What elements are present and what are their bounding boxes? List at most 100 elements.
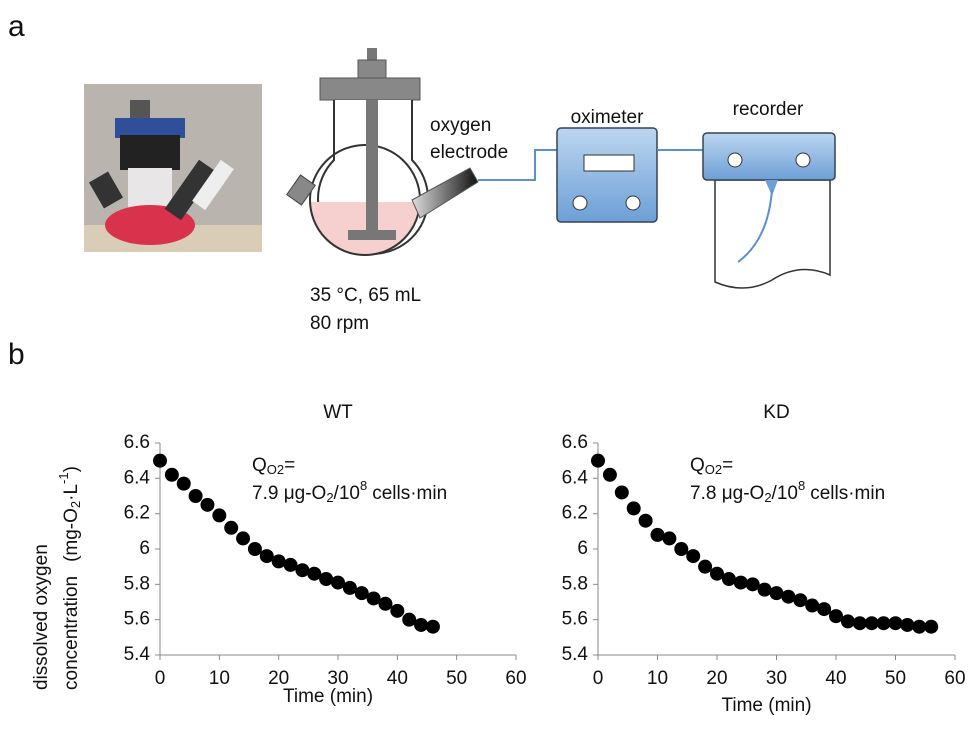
chart-title: WT	[323, 402, 353, 423]
point	[603, 468, 617, 482]
y-tick-label: 6.4	[562, 467, 589, 488]
y-tick-label: 6.6	[124, 432, 150, 453]
point	[829, 609, 843, 623]
y-tick-label: 5.8	[124, 573, 150, 594]
point	[674, 542, 688, 556]
text-part: cells·min	[372, 483, 447, 504]
point	[378, 597, 392, 611]
text-part: Q	[252, 455, 267, 476]
x-tick-label: 10	[647, 668, 668, 689]
x-tick-label: 50	[446, 668, 467, 689]
label: electrode	[430, 142, 508, 163]
x-tick-label: 60	[944, 668, 965, 689]
point	[248, 542, 262, 556]
y-tick-label: 5.4	[124, 644, 151, 665]
annotation: QO2=	[252, 455, 295, 477]
oximeter-device	[557, 128, 703, 222]
text-part: 7.9 μg-O	[252, 483, 326, 504]
text-part: /10	[772, 483, 798, 504]
text-part: =	[722, 455, 733, 476]
y-tick-label: 6.2	[124, 503, 150, 524]
text-part: 7.8 μg-O	[690, 483, 764, 504]
point	[686, 549, 700, 563]
condition: 35 °C, 65 mL	[310, 285, 421, 306]
text-part: =	[284, 455, 295, 476]
point	[615, 485, 629, 499]
point	[591, 454, 605, 468]
point	[390, 604, 404, 618]
point	[627, 501, 641, 515]
point	[165, 468, 179, 482]
text-part: 2	[68, 501, 83, 508]
figure: a b	[0, 0, 971, 737]
x-tick-label: 50	[885, 668, 906, 689]
point	[924, 620, 938, 634]
recorder-device	[703, 133, 835, 288]
x-tick-label: 60	[505, 668, 526, 689]
point	[889, 616, 903, 630]
label: oximeter	[571, 107, 645, 128]
point	[426, 620, 440, 634]
x-tick-label: 40	[825, 668, 846, 689]
point	[639, 514, 653, 528]
point	[698, 560, 712, 574]
y-axis-label: concentration(mg-O2·L-1)	[56, 466, 83, 690]
point	[900, 618, 914, 632]
x-tick-label: 0	[155, 668, 166, 689]
y-tick-label: 6	[139, 538, 150, 559]
point	[212, 508, 226, 522]
point	[758, 583, 772, 597]
x-tick-label: 0	[593, 668, 604, 689]
y-tick-label: 5.6	[562, 609, 588, 630]
text-part: Q	[690, 455, 705, 476]
point	[770, 586, 784, 600]
text-part: 2	[326, 490, 333, 505]
annotation: QO2=	[690, 455, 733, 477]
text-part: (mg-O	[61, 508, 82, 562]
point	[746, 577, 760, 591]
point	[805, 599, 819, 613]
y-axis-label: dissolved oxygen	[31, 544, 52, 690]
y-tick-label: 6.4	[124, 467, 151, 488]
text-part: 2	[764, 490, 771, 505]
y-tick-label: 6.6	[562, 432, 588, 453]
text-part: 8	[360, 478, 367, 493]
text-part: O2	[267, 462, 284, 477]
point	[153, 454, 167, 468]
text-part: 8	[798, 478, 805, 493]
x-tick-label: 20	[706, 668, 727, 689]
point	[781, 590, 795, 604]
x-axis-label: Time (min)	[283, 686, 373, 707]
text-part: )	[61, 466, 82, 472]
point	[177, 477, 191, 491]
panel-label: b	[8, 338, 25, 371]
chart-title: KD	[763, 402, 789, 423]
point	[319, 572, 333, 586]
point	[189, 489, 203, 503]
point	[236, 531, 250, 545]
y-tick-label: 6.2	[562, 503, 588, 524]
point	[414, 618, 428, 632]
x-tick-label: 40	[387, 668, 408, 689]
y-tick-label: 5.4	[562, 644, 589, 665]
annotation: 7.9 μg-O2/108 cells·min	[252, 478, 447, 505]
x-tick-label: 30	[766, 668, 787, 689]
point	[710, 567, 724, 581]
point	[841, 614, 855, 628]
panel-label: a	[8, 10, 25, 43]
reactor	[287, 48, 557, 262]
point	[200, 498, 214, 512]
text-part: O2	[705, 462, 722, 477]
point	[651, 528, 665, 542]
text-part: -1	[56, 472, 71, 484]
y-tick-label: 6	[577, 538, 588, 559]
y-tick-label: 5.6	[124, 609, 150, 630]
photo	[84, 84, 262, 252]
label: recorder	[733, 99, 804, 120]
point	[817, 602, 831, 616]
point	[295, 563, 309, 577]
text-part: /10	[334, 483, 360, 504]
point	[734, 576, 748, 590]
y-tick-label: 5.8	[562, 573, 588, 594]
